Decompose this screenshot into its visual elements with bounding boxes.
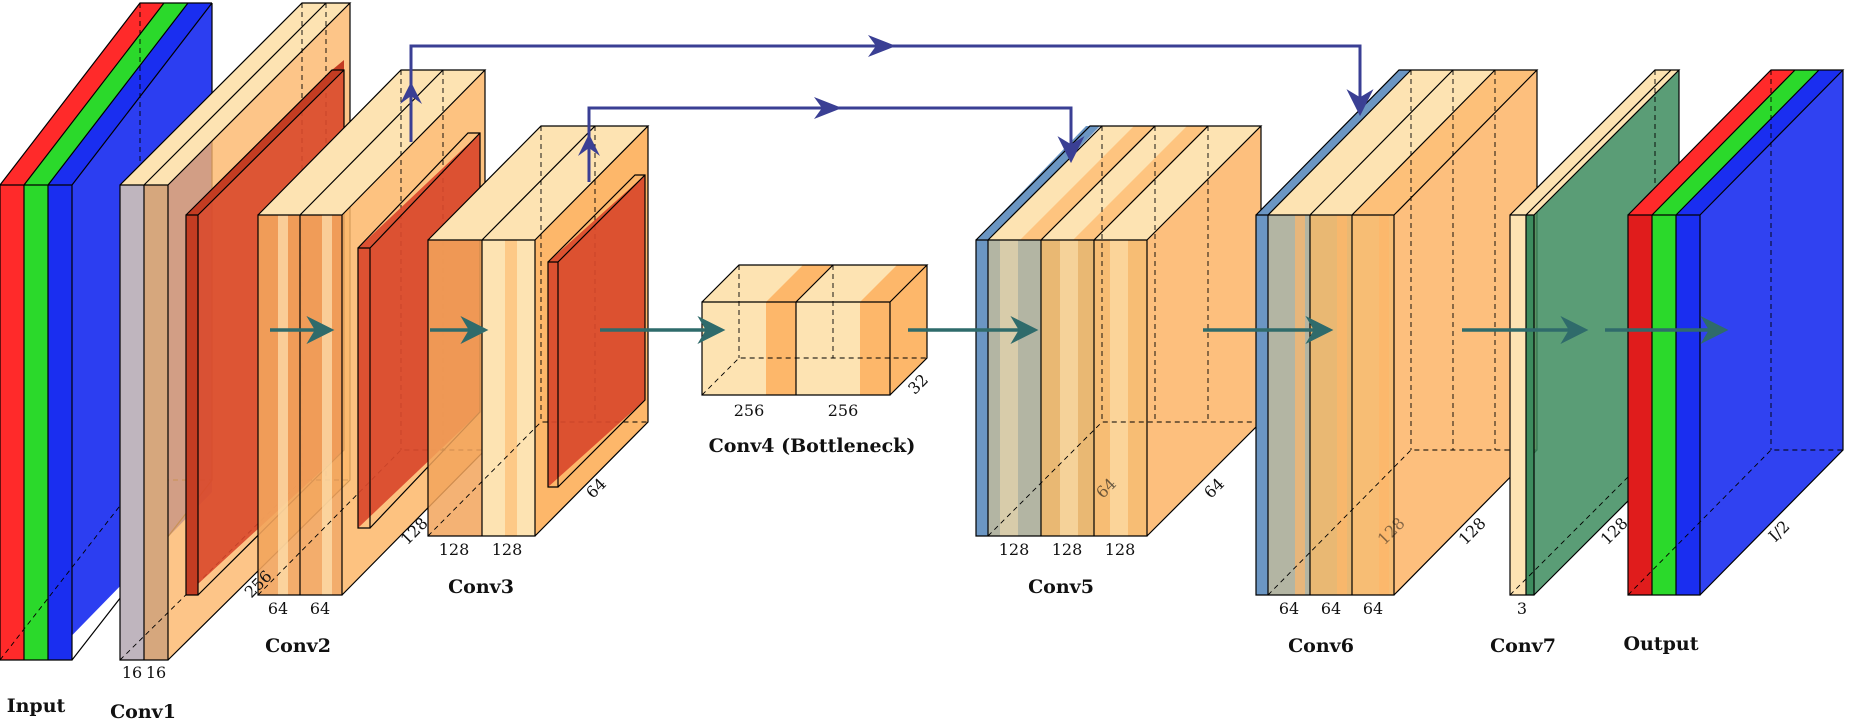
conv6-dim-1: 64 <box>1279 599 1299 618</box>
output-label: Output <box>1623 633 1698 655</box>
conv3-dim-2: 128 <box>492 540 523 559</box>
conv4-dim-1: 256 <box>734 401 765 420</box>
conv3-dim-1: 128 <box>439 540 470 559</box>
conv5-dim-1: 128 <box>999 540 1030 559</box>
skip-connection-inner <box>578 97 1085 182</box>
conv4-label: Conv4 (Bottleneck) <box>709 435 916 457</box>
conv6-block <box>1255 69 1539 596</box>
conv6-label: Conv6 <box>1288 635 1354 657</box>
conv2-dim-1: 64 <box>268 599 288 618</box>
conv6-dim-2: 64 <box>1321 599 1341 618</box>
conv6-dim-3: 64 <box>1363 599 1383 618</box>
conv2-label: Conv2 <box>265 635 331 657</box>
conv7-dim-1: 3 <box>1517 599 1527 618</box>
conv1-dim-2: 16 <box>146 663 166 682</box>
conv1-label: Conv1 <box>110 701 176 719</box>
output-block <box>1627 69 1845 596</box>
skip-connection-outer <box>400 35 1374 142</box>
conv2-dim-2: 64 <box>310 599 330 618</box>
input-label: Input <box>7 695 66 717</box>
conv7-label: Conv7 <box>1490 635 1556 657</box>
pool3-relu-layer <box>547 174 646 488</box>
conv4-dim-2: 256 <box>828 401 859 420</box>
conv4-block <box>701 264 929 396</box>
conv1-dim-1: 16 <box>122 663 142 682</box>
conv5-dim-2: 128 <box>1052 540 1083 559</box>
conv5-dim-3: 128 <box>1105 540 1136 559</box>
conv3-label: Conv3 <box>448 576 514 598</box>
conv5-label: Conv5 <box>1028 576 1094 598</box>
